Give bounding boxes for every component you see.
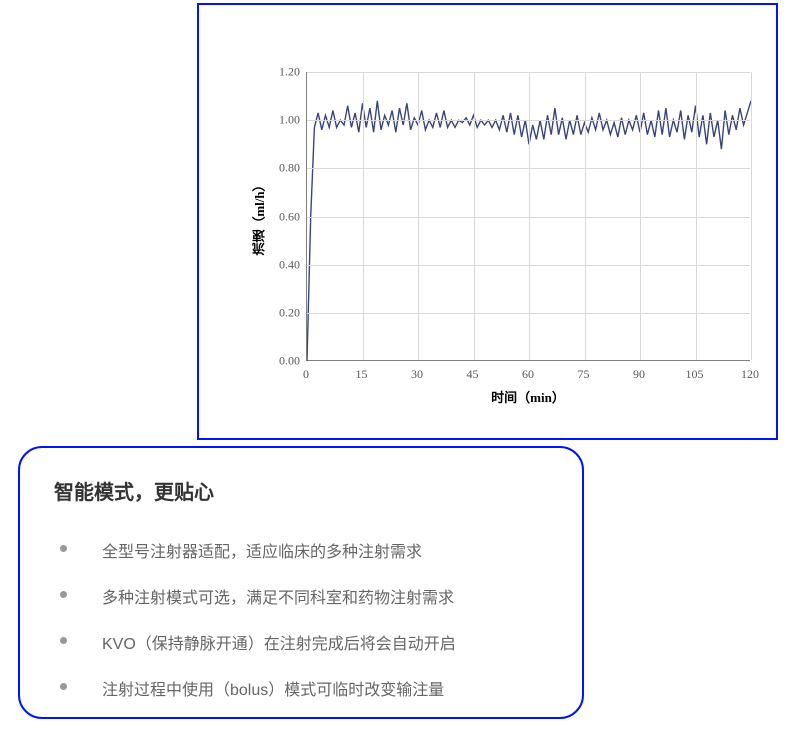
y-tick-label: 1.20 bbox=[279, 65, 300, 80]
x-axis-label: 时间（min） bbox=[491, 387, 565, 406]
gridline-v bbox=[474, 72, 475, 360]
gridline-v bbox=[640, 72, 641, 360]
x-tick-label: 75 bbox=[578, 367, 590, 382]
list-item: 注射过程中使用（bolus）模式可临时改变输注量 bbox=[54, 665, 548, 711]
x-tick-label: 90 bbox=[633, 367, 645, 382]
gridline-v bbox=[751, 72, 752, 360]
x-tick-label: 0 bbox=[303, 367, 309, 382]
plot-area bbox=[306, 72, 750, 361]
list-item: 全型号注射器适配，适应临床的多种注射需求 bbox=[54, 527, 548, 573]
x-tick-label: 60 bbox=[522, 367, 534, 382]
card-title: 智能模式，更贴心 bbox=[54, 476, 548, 505]
list-item: 多种注射模式可选，满足不同科室和药物注射需求 bbox=[54, 573, 548, 619]
gridline-v bbox=[363, 72, 364, 360]
y-tick-label: 0.20 bbox=[279, 305, 300, 320]
x-tick-label: 30 bbox=[411, 367, 423, 382]
gridline-v bbox=[529, 72, 530, 360]
y-tick-label: 0.60 bbox=[279, 209, 300, 224]
gridline-v bbox=[418, 72, 419, 360]
chart-inner: 时间（min） 流速（ml/h） 0.00 0.20 0.40 0.60 0.80 1.0… bbox=[228, 56, 756, 420]
gridline-v bbox=[696, 72, 697, 360]
list-item: KVO（保持静脉开通）在注射完成后将会自动开启 bbox=[54, 619, 548, 665]
y-tick-label: 1.00 bbox=[279, 113, 300, 128]
x-tick-label: 15 bbox=[356, 367, 368, 382]
card-list: 全型号注射器适配，适应临床的多种注射需求多种注射模式可选，满足不同科室和药物注射… bbox=[54, 527, 548, 711]
y-axis-label: 流速（ml/h） bbox=[250, 178, 269, 255]
x-tick-label: 105 bbox=[686, 367, 704, 382]
y-tick-label: 0.40 bbox=[279, 257, 300, 272]
y-tick-label: 0.00 bbox=[279, 354, 300, 369]
feature-card: 智能模式，更贴心 全型号注射器适配，适应临床的多种注射需求多种注射模式可选，满足… bbox=[18, 446, 584, 719]
x-tick-label: 45 bbox=[467, 367, 479, 382]
x-tick-label: 120 bbox=[741, 367, 759, 382]
y-tick-label: 0.80 bbox=[279, 161, 300, 176]
gridline-v bbox=[585, 72, 586, 360]
